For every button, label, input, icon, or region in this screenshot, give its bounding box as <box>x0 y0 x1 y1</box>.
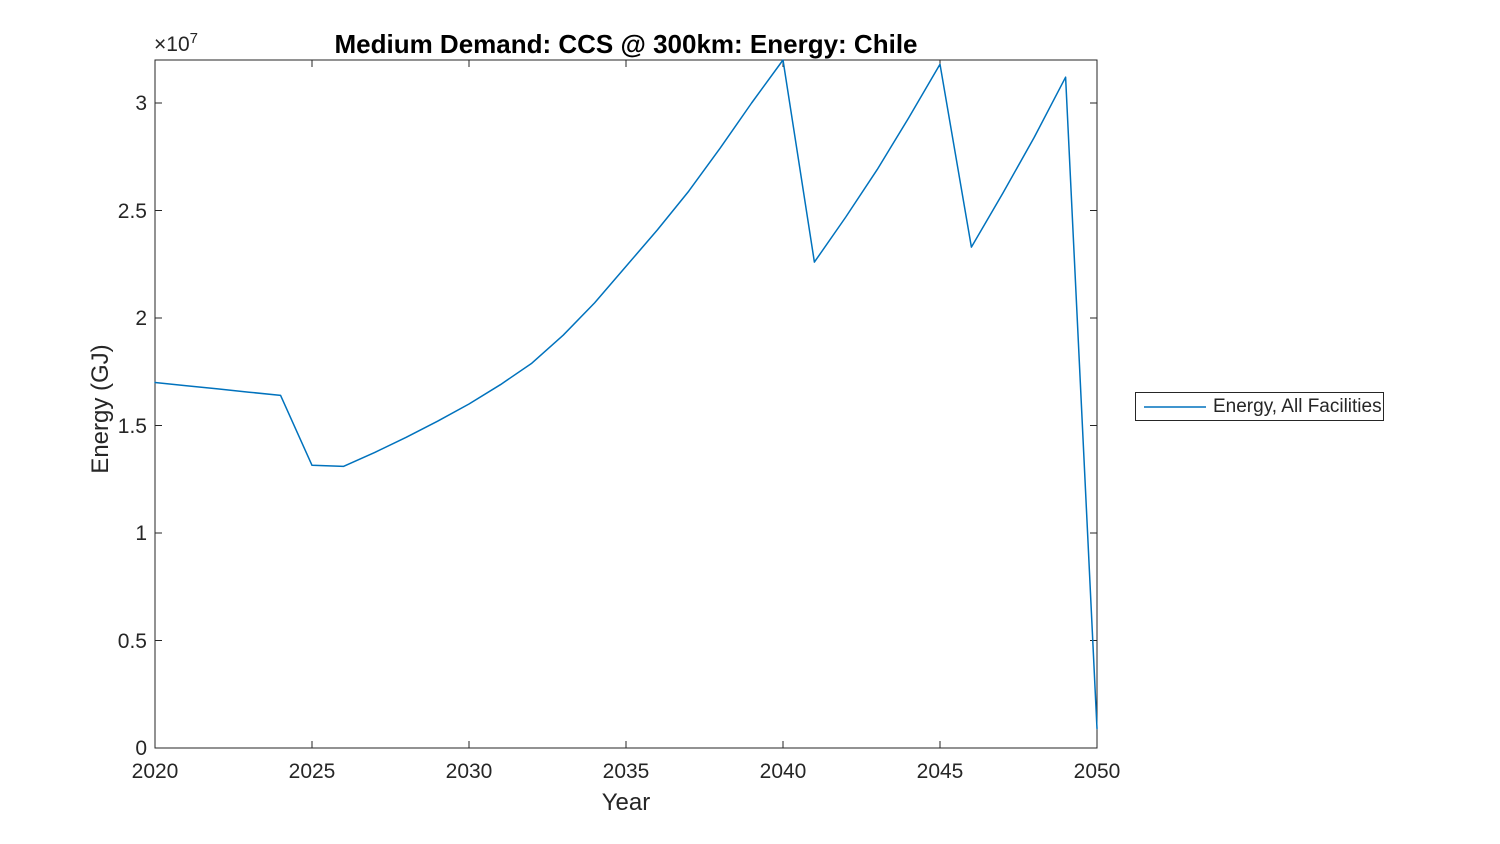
legend-line-sample <box>1144 405 1206 408</box>
x-tick-label: 2040 <box>759 760 807 783</box>
legend[interactable]: Energy, All Facilities <box>1135 392 1384 421</box>
energy-series-line <box>154 59 1098 730</box>
y-tick-label: 0 <box>135 737 147 760</box>
y-axis-exponent-label: ×107 <box>154 30 198 57</box>
chart-title: Medium Demand: CCS @ 300km: Energy: Chil… <box>334 29 918 59</box>
x-axis-label: Year <box>601 789 651 816</box>
axes-box <box>154 59 1098 749</box>
y-tick-label: 3 <box>135 92 147 115</box>
y-tick-label: 1 <box>135 522 147 545</box>
x-tick-label: 2035 <box>602 760 650 783</box>
y-tick-label: 2 <box>135 307 147 330</box>
legend-entry-label: Energy, All Facilities <box>1213 395 1382 417</box>
y-axis-exponent-power: 7 <box>189 30 198 47</box>
y-tick-label: 1.5 <box>117 414 147 438</box>
y-tick-label: 0.5 <box>117 629 147 653</box>
x-tick-label: 2045 <box>916 760 964 783</box>
x-tick-label: 2050 <box>1073 760 1121 783</box>
x-tick-label: 2030 <box>445 760 493 783</box>
x-tick-label: 2025 <box>288 760 336 783</box>
x-tick-label: 2020 <box>131 760 179 783</box>
y-axis-exponent-base: ×10 <box>154 33 190 56</box>
y-tick-label: 2.5 <box>117 199 147 223</box>
